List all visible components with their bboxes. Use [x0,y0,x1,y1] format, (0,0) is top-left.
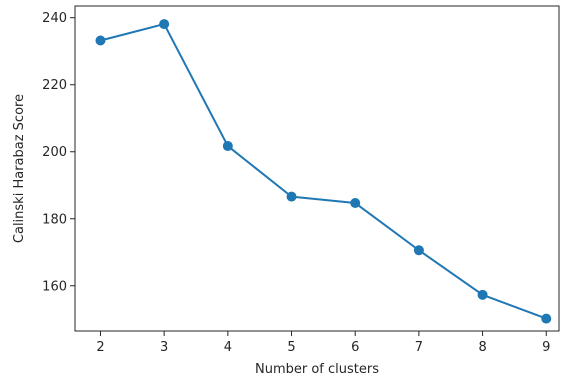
y-axis-label: Calinski Harabaz Score [12,94,27,243]
axes-frame [74,5,560,332]
x-tick-label: 7 [415,340,423,355]
data-point [286,191,297,202]
data-point [222,141,233,152]
data-point [350,198,361,209]
plot-area [95,19,552,324]
y-tick-label: 180 [42,212,67,227]
data-point [95,35,106,46]
y-tick-label: 240 [42,11,67,26]
data-point [413,245,424,256]
series-line [100,23,547,320]
x-tick-label: 5 [287,340,295,355]
axes: 2 3 4 5 6 7 8 9 160 180 200 220 240 [42,5,560,355]
x-tick-label: 6 [351,340,359,355]
data-point [477,289,488,300]
y-tick-label: 220 [42,78,67,93]
y-tick-label: 200 [42,145,67,160]
x-tick-label: 3 [160,340,168,355]
y-tick-label: 160 [42,279,67,294]
data-point [159,19,170,30]
x-tick-label: 4 [224,340,232,355]
x-tick-label: 8 [478,340,486,355]
x-tick-label: 2 [96,340,104,355]
data-point [541,313,552,324]
x-axis-label: Number of clusters [255,362,379,377]
x-tick-label: 9 [542,340,550,355]
